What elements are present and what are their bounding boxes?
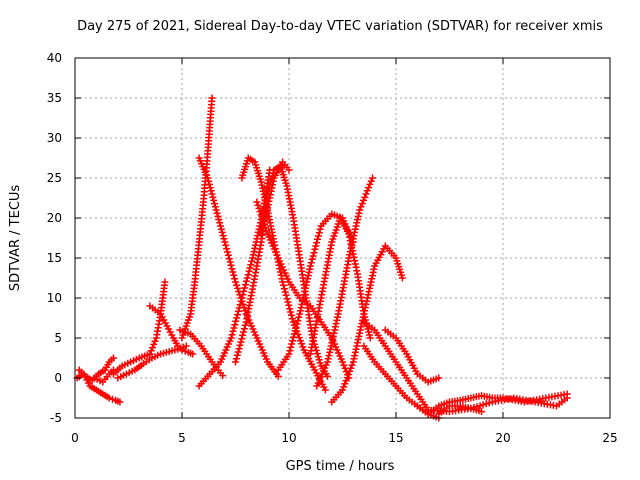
y-axis-title: SDTVAR / TECUs [8, 185, 23, 292]
series-markers [328, 242, 406, 406]
series-arc-03 [90, 366, 117, 386]
chart-title: Day 275 of 2021, Sidereal Day-to-day VTE… [77, 19, 603, 34]
series-arc-21 [381, 326, 443, 386]
x-tick-label: 20 [495, 431, 510, 445]
y-tick-label: -5 [50, 411, 62, 425]
series-markers [146, 302, 197, 358]
series-markers [110, 278, 169, 378]
y-tick-label: 40 [47, 51, 62, 65]
series-markers [90, 366, 117, 386]
series-markers [360, 318, 432, 414]
series-arc-06 [146, 302, 197, 358]
series-arc-24 [435, 402, 486, 418]
y-tick-label: 0 [54, 371, 62, 385]
grid [75, 58, 610, 418]
plot-frame [74, 57, 611, 419]
y-tick-label: 20 [47, 211, 62, 225]
series-arc-08 [176, 326, 227, 380]
x-tick-label: 25 [602, 431, 617, 445]
x-tick-label: 0 [71, 431, 79, 445]
series-arc-19 [360, 318, 432, 414]
y-tick-label: 25 [47, 171, 62, 185]
series-markers [435, 402, 486, 418]
x-tick-label: 10 [281, 431, 296, 445]
series-markers [381, 326, 443, 386]
series-arc-09 [195, 154, 282, 380]
series-markers [195, 154, 282, 380]
series-markers [313, 174, 376, 390]
y-tick-label: 35 [47, 91, 62, 105]
series-arc-18 [328, 242, 406, 406]
plot-data [73, 94, 571, 422]
x-tick-label: 15 [388, 431, 403, 445]
y-tick-label: 10 [47, 291, 62, 305]
axes: 0 5 10 15 20 25 -5 0 5 10 15 20 25 30 35 40 [47, 51, 618, 445]
y-tick-label: 30 [47, 131, 62, 145]
series-arc-04 [110, 278, 169, 378]
series-arc-17 [313, 174, 376, 390]
x-axis-title: GPS time / hours [286, 459, 395, 474]
y-tick-label: 5 [54, 331, 62, 345]
series-markers [176, 326, 227, 380]
x-tick-label: 5 [178, 431, 186, 445]
y-tick-label: 15 [47, 251, 62, 265]
